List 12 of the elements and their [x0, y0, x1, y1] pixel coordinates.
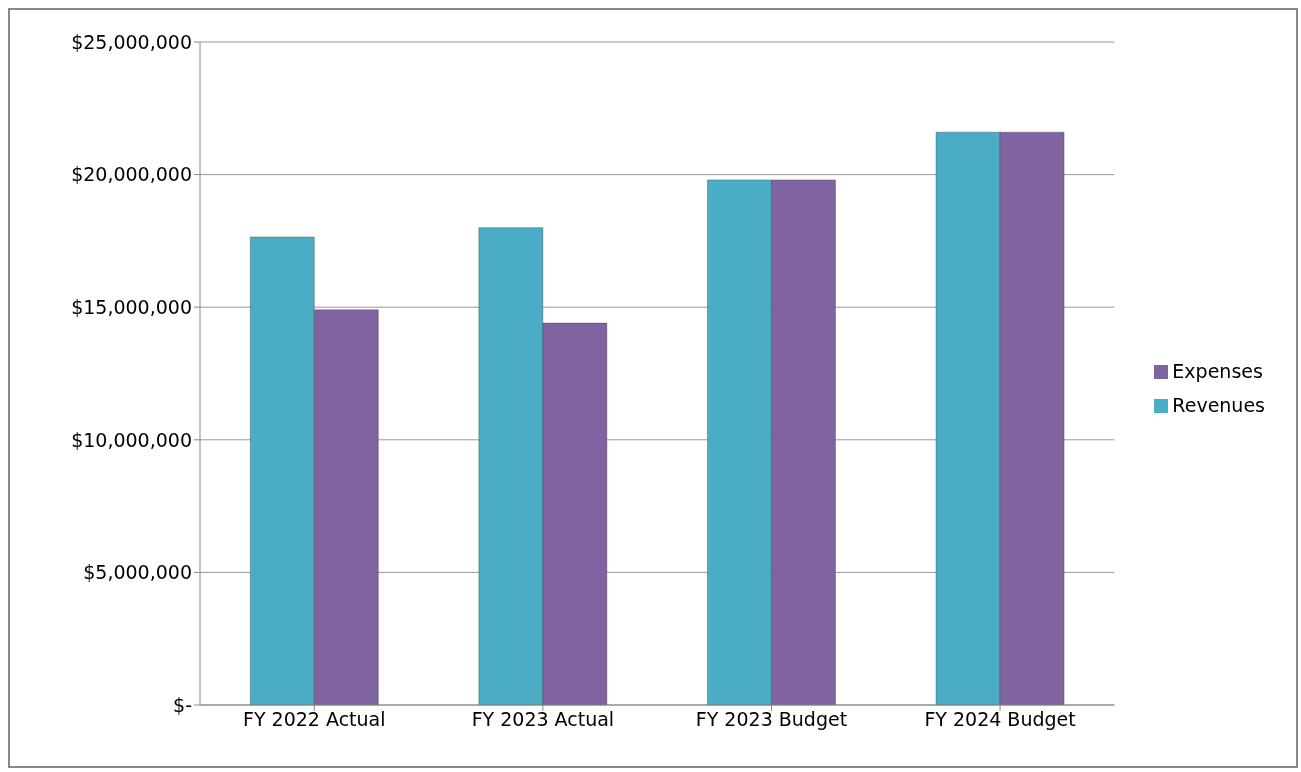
x-tick-label: FY 2023 Actual	[471, 708, 615, 731]
x-tick-label: FY 2023 Budget	[695, 708, 848, 731]
x-tick-label: FY 2024 Budget	[924, 708, 1076, 731]
legend-label: Expenses	[1172, 359, 1263, 382]
y-tick-label: $25,000,000	[71, 30, 192, 53]
y-tick-label: $20,000,000	[71, 163, 192, 186]
legend-label: Revenues	[1172, 393, 1265, 416]
x-tick-label: FY 2022 Actual	[243, 708, 386, 731]
y-tick-label: $5,000,000	[83, 561, 192, 584]
y-tick-label: $10,000,000	[71, 428, 192, 451]
y-tick-label: $15,000,000	[71, 295, 192, 318]
y-tick-label: $-	[173, 693, 192, 716]
